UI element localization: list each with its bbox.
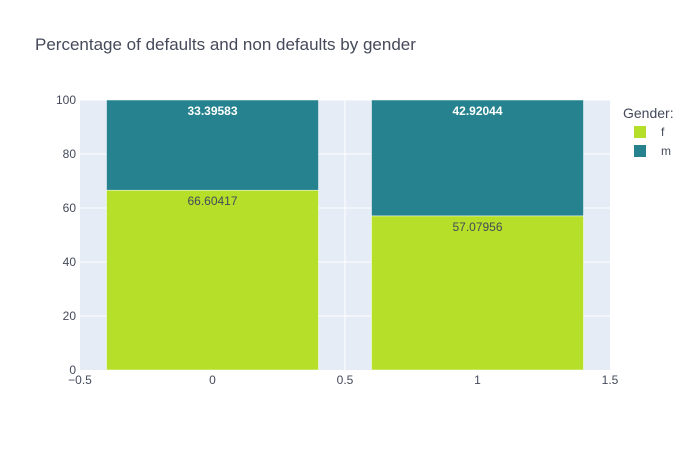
- bar-label-m-1: 42.92044: [452, 104, 502, 118]
- bar-label-f-0: 66.60417: [187, 194, 237, 208]
- x-tick-label: 1.5: [602, 373, 619, 387]
- x-tick-label: 0: [209, 373, 216, 387]
- y-tick-label: 100: [56, 93, 76, 107]
- bar-label-f-1: 57.07956: [452, 220, 502, 234]
- bars: [106, 99, 584, 371]
- x-tick-label: 0.5: [337, 373, 354, 387]
- legend-title: Gender:: [623, 105, 674, 121]
- chart-title: Percentage of defaults and non defaults …: [35, 35, 416, 54]
- legend-label-m: m: [661, 144, 671, 158]
- x-tick-label: −0.5: [68, 373, 92, 387]
- x-tick-label: 1: [474, 373, 481, 387]
- y-tick-label: 0: [69, 363, 76, 377]
- bar-label-m-0: 33.39583: [187, 104, 237, 118]
- bar-m-0: [106, 99, 319, 191]
- y-tick-label: 20: [63, 309, 77, 323]
- legend-swatch-f: [634, 126, 646, 138]
- y-tick-label: 80: [63, 147, 77, 161]
- y-tick-label: 40: [63, 255, 77, 269]
- bar-labels: 66.60417 57.07956 33.39583 42.92044: [187, 104, 502, 234]
- y-tick-label: 60: [63, 201, 77, 215]
- legend: Gender: fm: [623, 105, 674, 158]
- bar-m-1: [371, 99, 584, 217]
- legend-label-f: f: [661, 125, 665, 139]
- bar-f-0: [106, 189, 319, 371]
- legend-swatch-m: [634, 145, 646, 157]
- bar-f-1: [371, 215, 584, 371]
